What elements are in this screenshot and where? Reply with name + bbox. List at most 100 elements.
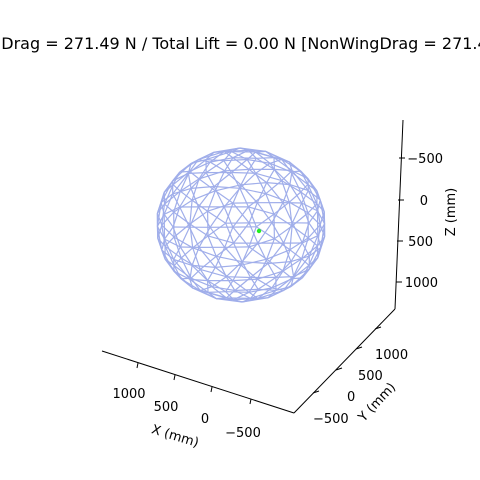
mesh-edge — [156, 203, 165, 214]
mesh-edge — [271, 202, 284, 223]
mesh-edge — [255, 157, 275, 170]
mesh-edge — [160, 202, 165, 215]
mesh-edge — [269, 162, 292, 173]
x-axis-label: X (mm) — [150, 422, 201, 451]
x-tick — [173, 374, 176, 381]
mesh-edge — [226, 276, 251, 279]
mesh-edge — [308, 247, 322, 257]
mesh-edge — [173, 265, 192, 279]
mesh-edge — [265, 193, 290, 203]
mesh-edge — [248, 287, 273, 293]
mesh-edge — [240, 246, 250, 266]
mesh-edge — [256, 182, 268, 203]
mesh-edge — [189, 170, 200, 180]
mesh-edge — [248, 291, 259, 299]
mesh-edge — [266, 169, 275, 183]
mesh-edge — [223, 160, 233, 173]
mesh-edge — [289, 237, 309, 251]
mesh-edge — [192, 247, 217, 257]
mesh-edge — [291, 202, 303, 224]
mesh-edge — [209, 157, 234, 163]
mesh-edge — [191, 247, 200, 266]
mesh-edge — [157, 237, 166, 247]
mesh-edge — [189, 226, 200, 248]
mesh-edge — [224, 149, 249, 153]
mesh-edge — [269, 162, 283, 181]
mesh-edge — [300, 191, 318, 205]
mesh-edge — [269, 158, 282, 164]
mesh-edge — [164, 226, 174, 240]
mesh-edge — [192, 235, 209, 249]
mesh-edge — [308, 210, 318, 224]
mesh-edge — [248, 157, 257, 170]
mesh-edge — [258, 288, 276, 291]
mesh-edge — [189, 206, 199, 228]
mesh-edge — [281, 158, 302, 172]
mesh-edge — [180, 247, 194, 259]
mesh-edge — [273, 201, 290, 215]
mesh-edge — [232, 206, 249, 228]
mesh-edge — [247, 206, 257, 228]
mesh-edge — [256, 157, 275, 159]
x-tick-label: −500 — [225, 426, 261, 441]
mesh-edge — [275, 276, 294, 278]
mesh-edge — [247, 158, 271, 164]
mesh-edge — [213, 172, 232, 187]
mesh-edge — [190, 277, 201, 291]
mesh-edge — [301, 245, 318, 260]
mesh-edge — [316, 210, 326, 224]
mesh-edge — [209, 206, 225, 228]
z-tick-label: 0 — [420, 194, 428, 209]
x-tick-label: 500 — [154, 400, 179, 415]
mesh-edge — [189, 200, 193, 225]
mesh-edge — [300, 191, 309, 214]
mesh-edge — [215, 242, 234, 257]
mesh-edge — [308, 247, 322, 270]
mesh-edge — [199, 269, 213, 288]
mesh-edge — [214, 190, 234, 204]
mesh-edge — [308, 235, 319, 257]
mesh-edge — [231, 151, 256, 153]
mesh-edge — [191, 178, 200, 201]
mesh-edge — [172, 206, 181, 228]
mesh-edge — [289, 201, 309, 214]
x-axis: 1000 500 0 −500 X (mm) — [101, 350, 295, 451]
mesh-edge — [205, 160, 225, 174]
mesh-edge — [273, 168, 291, 186]
mesh-edge — [317, 236, 326, 247]
mesh-edge — [240, 169, 250, 186]
mesh-edge — [189, 279, 194, 289]
mesh-edge — [248, 202, 258, 224]
mesh-edge — [288, 191, 302, 203]
mesh-edge — [301, 190, 309, 204]
mesh-edge — [160, 193, 174, 203]
mesh-edge — [255, 162, 271, 174]
mesh-edge — [179, 206, 191, 228]
mesh-edge — [319, 224, 326, 237]
mesh-edge — [173, 258, 193, 266]
mesh-edge — [282, 249, 291, 272]
y-axis: −500 0 500 1000 Y (mm) — [293, 308, 408, 427]
mesh-edge — [232, 149, 249, 159]
mesh-edge — [189, 210, 208, 225]
mesh-edge — [209, 226, 226, 248]
mesh-edge — [230, 172, 241, 189]
mesh-edge — [189, 265, 193, 280]
mesh-edge — [301, 268, 310, 279]
mesh-edge — [198, 227, 211, 248]
mesh-edge — [173, 246, 181, 260]
mesh-edge — [274, 238, 291, 251]
mesh-edge — [248, 238, 275, 248]
mesh-edge — [179, 170, 190, 173]
z-tick-label: 1000 — [405, 276, 438, 291]
mesh-edge — [156, 214, 165, 227]
mesh-edge — [190, 172, 207, 189]
y-tick-label: 500 — [358, 369, 383, 384]
mesh-edge — [172, 193, 181, 208]
mesh-edge — [291, 212, 309, 227]
mesh-edge — [164, 238, 181, 248]
x-tick — [249, 398, 252, 405]
mesh-edge — [231, 151, 248, 161]
mesh-edge — [207, 280, 227, 293]
mesh-edge — [214, 266, 234, 282]
